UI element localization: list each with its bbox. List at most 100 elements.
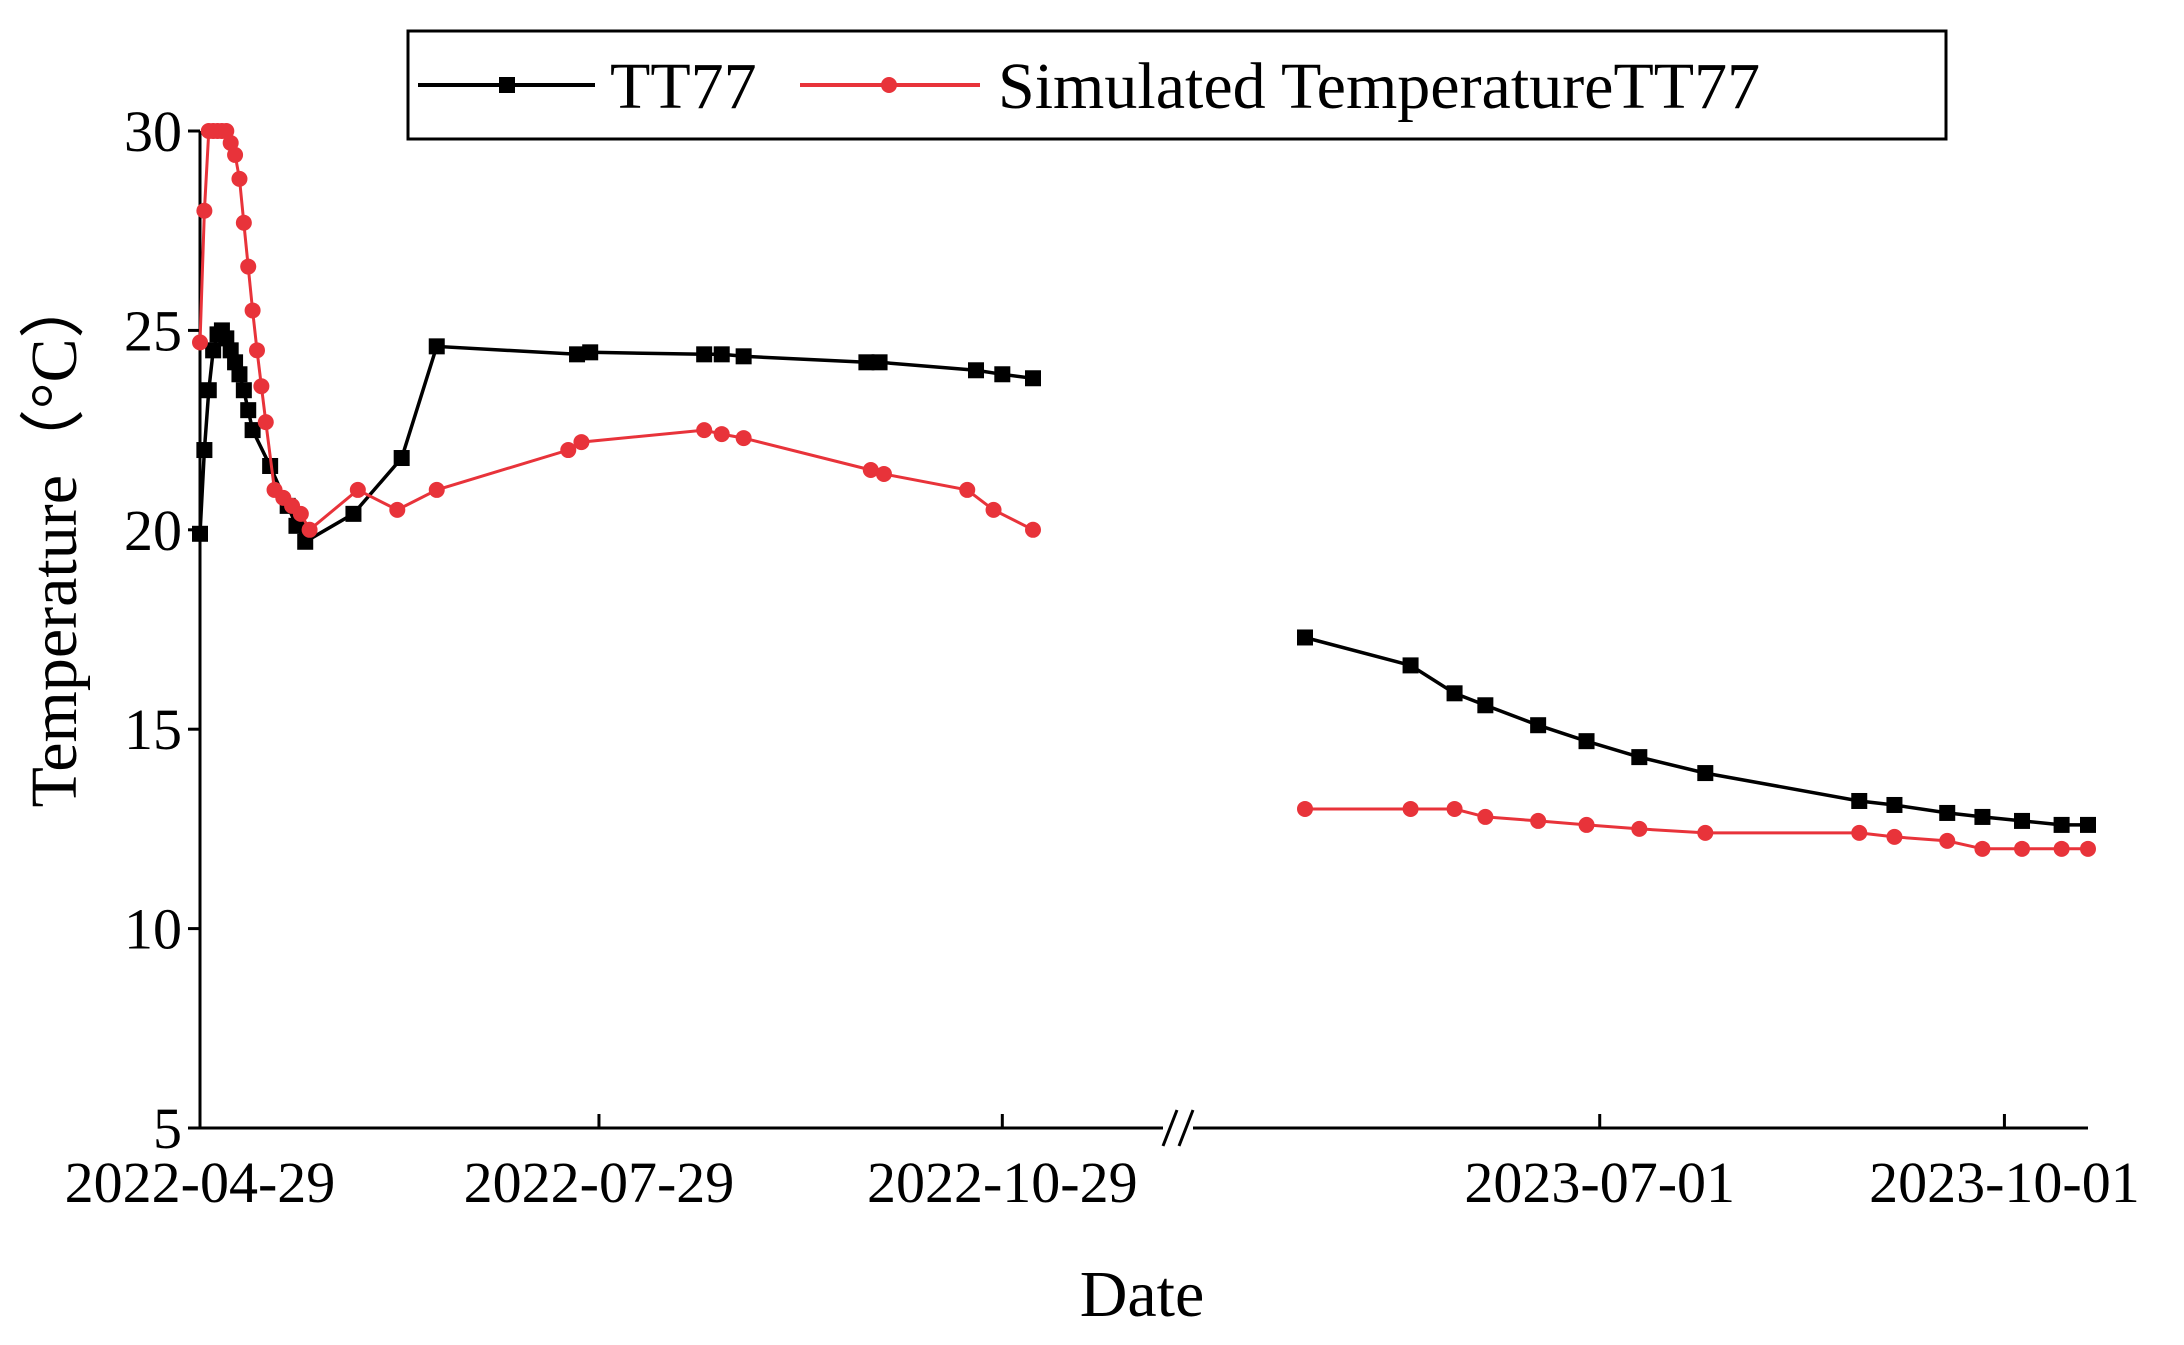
data-point-tt77 bbox=[1025, 370, 1041, 387]
data-point-tt77 bbox=[1974, 808, 1991, 825]
data-point-simulated bbox=[862, 461, 879, 478]
x-tick-label: 2023-10-01 bbox=[1869, 1150, 2140, 1215]
data-point-tt77 bbox=[968, 362, 985, 379]
data-point-tt77 bbox=[1631, 749, 1648, 766]
data-point-simulated bbox=[1631, 820, 1648, 837]
y-tick-label: 5 bbox=[153, 1096, 182, 1161]
data-point-tt77 bbox=[2014, 812, 2031, 829]
data-point-simulated bbox=[560, 442, 577, 459]
series-line-tt77 bbox=[198, 327, 1034, 545]
data-point-simulated bbox=[1477, 808, 1494, 825]
data-point-tt77 bbox=[1402, 657, 1419, 674]
data-point-simulated bbox=[227, 146, 244, 163]
data-point-simulated bbox=[240, 258, 257, 275]
data-point-simulated bbox=[1297, 800, 1313, 817]
data-point-tt77 bbox=[244, 422, 261, 439]
axes-layer bbox=[188, 129, 2088, 1147]
x-tick-label: 2022-10-29 bbox=[867, 1150, 1138, 1215]
data-point-tt77 bbox=[345, 505, 362, 522]
data-point-tt77 bbox=[235, 382, 252, 399]
data-point-tt77 bbox=[240, 402, 257, 419]
y-tick-label: 15 bbox=[124, 697, 182, 762]
data-point-tt77 bbox=[858, 354, 875, 371]
legend-label-tt77: TT77 bbox=[610, 50, 757, 123]
data-point-simulated bbox=[2053, 840, 2070, 857]
data-point-tt77 bbox=[2080, 816, 2096, 833]
data-point-simulated bbox=[292, 505, 309, 522]
data-point-simulated bbox=[696, 422, 713, 439]
data-point-tt77 bbox=[735, 348, 752, 365]
data-point-tt77 bbox=[713, 346, 730, 363]
data-point-tt77 bbox=[393, 450, 410, 467]
y-tick-label: 20 bbox=[124, 498, 182, 563]
data-point-tt77 bbox=[1851, 792, 1868, 809]
legend-label-simulated: Simulated TemperatureTT77 bbox=[998, 50, 1760, 123]
data-point-simulated bbox=[2014, 840, 2031, 857]
data-point-simulated bbox=[253, 378, 270, 395]
data-point-tt77 bbox=[1297, 629, 1313, 646]
data-point-tt77 bbox=[994, 366, 1011, 383]
x-tick-label: 2022-07-29 bbox=[464, 1150, 735, 1215]
data-point-simulated bbox=[244, 302, 261, 319]
data-point-simulated bbox=[1025, 521, 1041, 538]
data-point-simulated bbox=[2080, 840, 2096, 857]
data-point-simulated bbox=[1851, 824, 1868, 841]
data-point-simulated bbox=[196, 202, 213, 219]
data-point-simulated bbox=[573, 434, 590, 451]
data-point-simulated bbox=[428, 481, 445, 498]
legend-marker-tt77 bbox=[499, 77, 515, 93]
data-point-tt77 bbox=[1697, 765, 1714, 782]
data-point-simulated bbox=[1886, 828, 1903, 845]
data-point-simulated bbox=[192, 334, 208, 351]
data-point-simulated bbox=[248, 342, 265, 359]
data-point-tt77 bbox=[569, 346, 586, 363]
y-axis-title: Temperature（°C） bbox=[18, 273, 91, 808]
data-point-tt77 bbox=[582, 344, 599, 361]
data-point-tt77 bbox=[192, 525, 208, 542]
data-point-simulated bbox=[735, 430, 752, 447]
data-point-tt77 bbox=[696, 346, 713, 363]
y-tick-label: 30 bbox=[124, 99, 182, 164]
data-point-simulated bbox=[231, 170, 248, 187]
legend-marker-simulated bbox=[881, 77, 897, 93]
data-point-tt77 bbox=[1939, 804, 1956, 821]
data-point-simulated bbox=[301, 521, 318, 538]
x-tick-label: 2022-04-29 bbox=[65, 1150, 336, 1215]
series-layer bbox=[192, 123, 2096, 857]
data-point-simulated bbox=[349, 481, 366, 498]
data-point-simulated bbox=[959, 481, 976, 498]
data-point-tt77 bbox=[200, 382, 217, 399]
data-point-tt77 bbox=[1446, 685, 1463, 702]
data-point-tt77 bbox=[1886, 796, 1903, 813]
data-point-simulated bbox=[235, 214, 252, 231]
data-point-tt77 bbox=[1578, 733, 1595, 750]
y-tick-label: 25 bbox=[124, 298, 182, 363]
data-point-simulated bbox=[1578, 816, 1595, 833]
data-point-simulated bbox=[257, 414, 274, 431]
data-point-tt77 bbox=[196, 442, 213, 459]
data-point-simulated bbox=[713, 426, 730, 443]
data-point-tt77 bbox=[231, 366, 248, 383]
data-point-tt77 bbox=[871, 354, 888, 371]
data-point-simulated bbox=[1402, 800, 1419, 817]
data-point-simulated bbox=[1446, 800, 1463, 817]
y-tick-label: 10 bbox=[124, 897, 182, 962]
data-point-simulated bbox=[875, 465, 892, 482]
series-line-tt77 bbox=[1304, 635, 2088, 827]
data-point-tt77 bbox=[428, 338, 445, 355]
data-point-tt77 bbox=[1477, 697, 1494, 714]
axis-break-mark bbox=[1161, 1109, 1179, 1147]
series-line-simulated bbox=[198, 129, 1034, 533]
legend: TT77 Simulated TemperatureTT77 bbox=[406, 29, 1948, 141]
data-point-tt77 bbox=[205, 342, 222, 359]
data-point-simulated bbox=[1530, 812, 1547, 829]
data-point-simulated bbox=[985, 501, 1002, 518]
data-point-simulated bbox=[1697, 824, 1714, 841]
x-tick-label: 2023-07-01 bbox=[1464, 1150, 1735, 1215]
legend-box bbox=[406, 29, 1948, 141]
labels-layer: Date Temperature（°C） 5 10 15 20 25 30 2022-04-… bbox=[18, 99, 2140, 1331]
axis-break-mark bbox=[1177, 1109, 1195, 1147]
data-point-tt77 bbox=[1530, 717, 1547, 734]
data-point-simulated bbox=[1939, 832, 1956, 849]
